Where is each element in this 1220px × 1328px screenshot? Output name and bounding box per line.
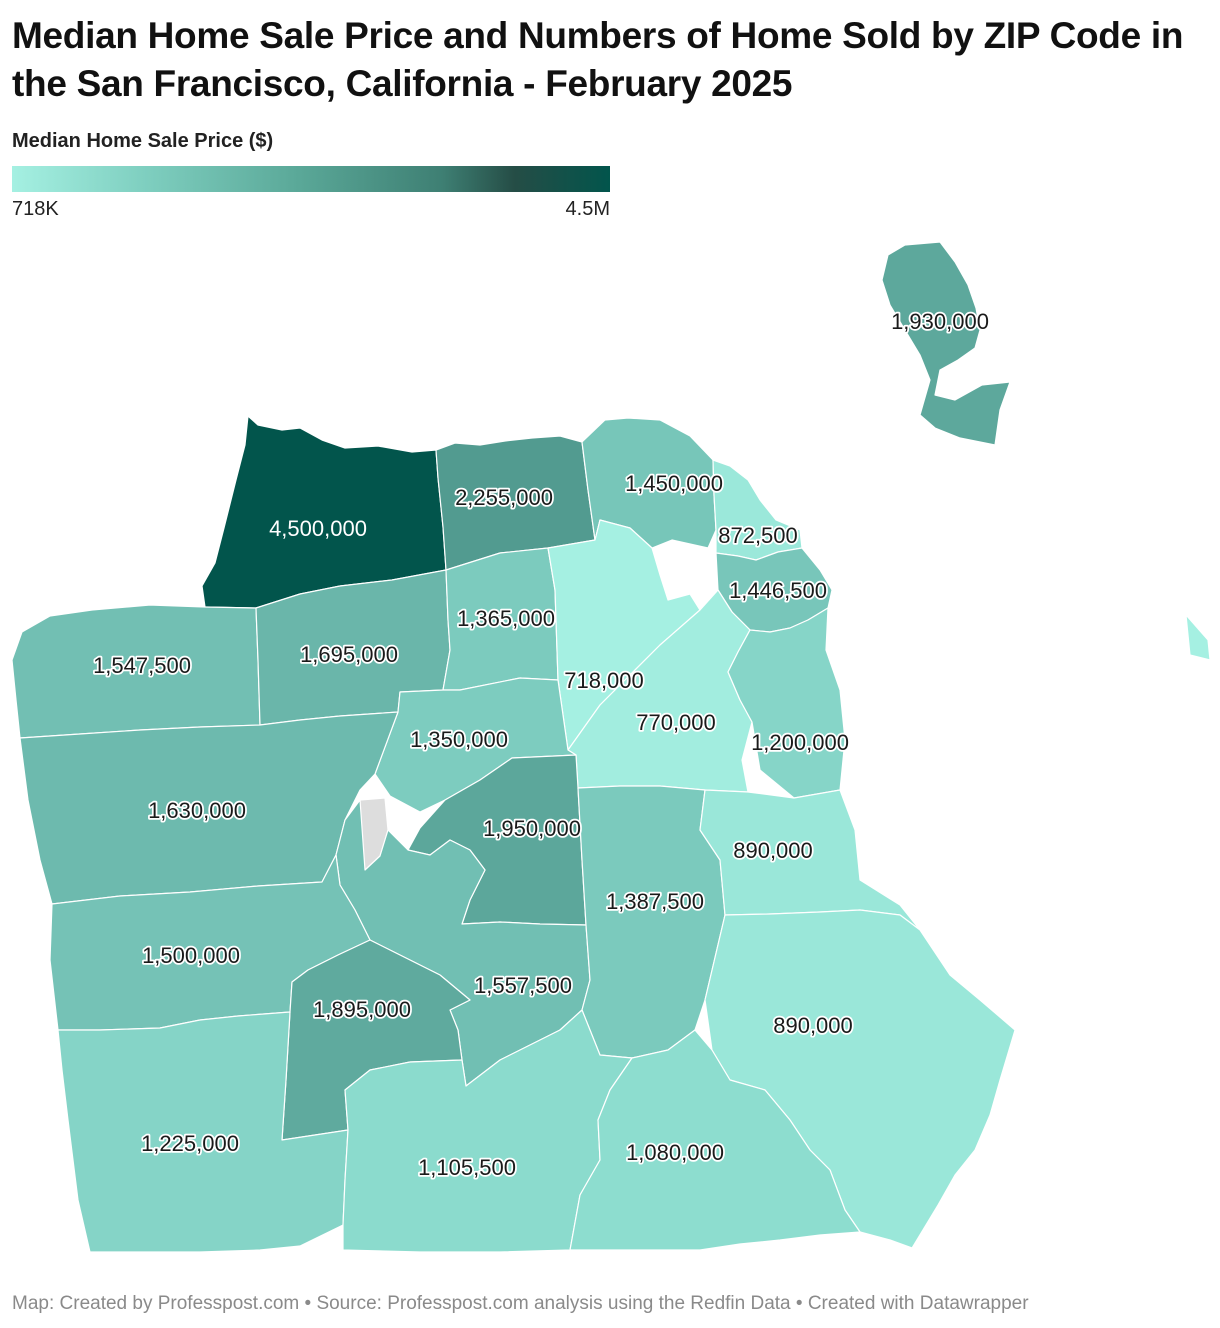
zip-value-label-outer-richmond: 1,547,500	[93, 653, 191, 678]
zip-value-label-lake-merced: 1,225,000	[141, 1131, 239, 1156]
zip-value-label-west-portal-st-francis-wood: 1,895,000	[313, 997, 411, 1022]
zip-value-label-haight-ashbury: 1,350,000	[410, 727, 508, 752]
zip-value-label-north-beach: 1,450,000	[625, 471, 723, 496]
zip-value-label-rincon-embarcadero: 1,446,500	[729, 578, 827, 603]
choropleth-map: 4,500,000 2,255,000 1,450,000 872,500 1,446,…	[0, 230, 1220, 1290]
zip-value-label-dogpatch-bayview-north: 890,000	[733, 838, 813, 863]
zip-value-label-inner-richmond: 1,695,000	[300, 642, 398, 667]
zip-value-label-excelsior-visitacion: 1,080,000	[626, 1140, 724, 1165]
footer-credits: Map: Created by Professpost.com • Source…	[12, 1293, 1029, 1314]
zip-value-label-treasure-island: 1,930,000	[891, 309, 989, 334]
legend-title: Median Home Sale Price ($)	[12, 130, 274, 152]
zip-value-label-tenderloin: 718,000	[564, 668, 644, 693]
legend-color-scale	[12, 166, 610, 192]
map-svg: 4,500,000 2,255,000 1,450,000 872,500 1,446,…	[11, 241, 1211, 1253]
zip-region-east-shore-sliver	[1185, 614, 1211, 661]
zip-value-label-seacliff-presidio: 4,500,000	[269, 516, 367, 541]
zip-value-label-potrero-hill: 1,200,000	[751, 730, 849, 755]
legend-max-label: 4.5M	[565, 198, 610, 220]
zip-value-label-outer-sunset: 1,630,000	[148, 798, 246, 823]
map-title: Median Home Sale Price and Numbers of Ho…	[12, 15, 1184, 104]
zip-value-label-mission: 1,387,500	[606, 889, 704, 914]
zip-regions	[11, 241, 1211, 1253]
zip-region-potrero-hill[interactable]	[727, 607, 846, 799]
zip-value-label-western-addition-north: 1,365,000	[457, 606, 555, 631]
zip-value-label-soma: 770,000	[636, 710, 716, 735]
zip-value-labels: 4,500,000 2,255,000 1,450,000 872,500 1,446,…	[91, 307, 990, 1182]
zip-value-label-glen-park-diamond-heights: 1,557,500	[474, 973, 572, 998]
zip-value-label-pacific-heights-marina: 2,255,000	[455, 485, 553, 510]
zip-value-label-noe-castro: 1,950,000	[483, 816, 581, 841]
zip-value-label-financial-district: 872,500	[718, 523, 798, 548]
color-legend: Median Home Sale Price ($) 718K 4.5M	[12, 130, 610, 222]
zip-value-label-bayview-hunters-point: 890,000	[773, 1013, 853, 1038]
zip-region-treasure-island[interactable]	[881, 241, 1011, 446]
legend-min-label: 718K	[12, 198, 59, 220]
zip-value-label-parkside: 1,500,000	[142, 943, 240, 968]
zip-region-excelsior-visitacion[interactable]	[569, 1029, 861, 1251]
zip-value-label-ingleside-oceanview: 1,105,500	[418, 1155, 516, 1180]
